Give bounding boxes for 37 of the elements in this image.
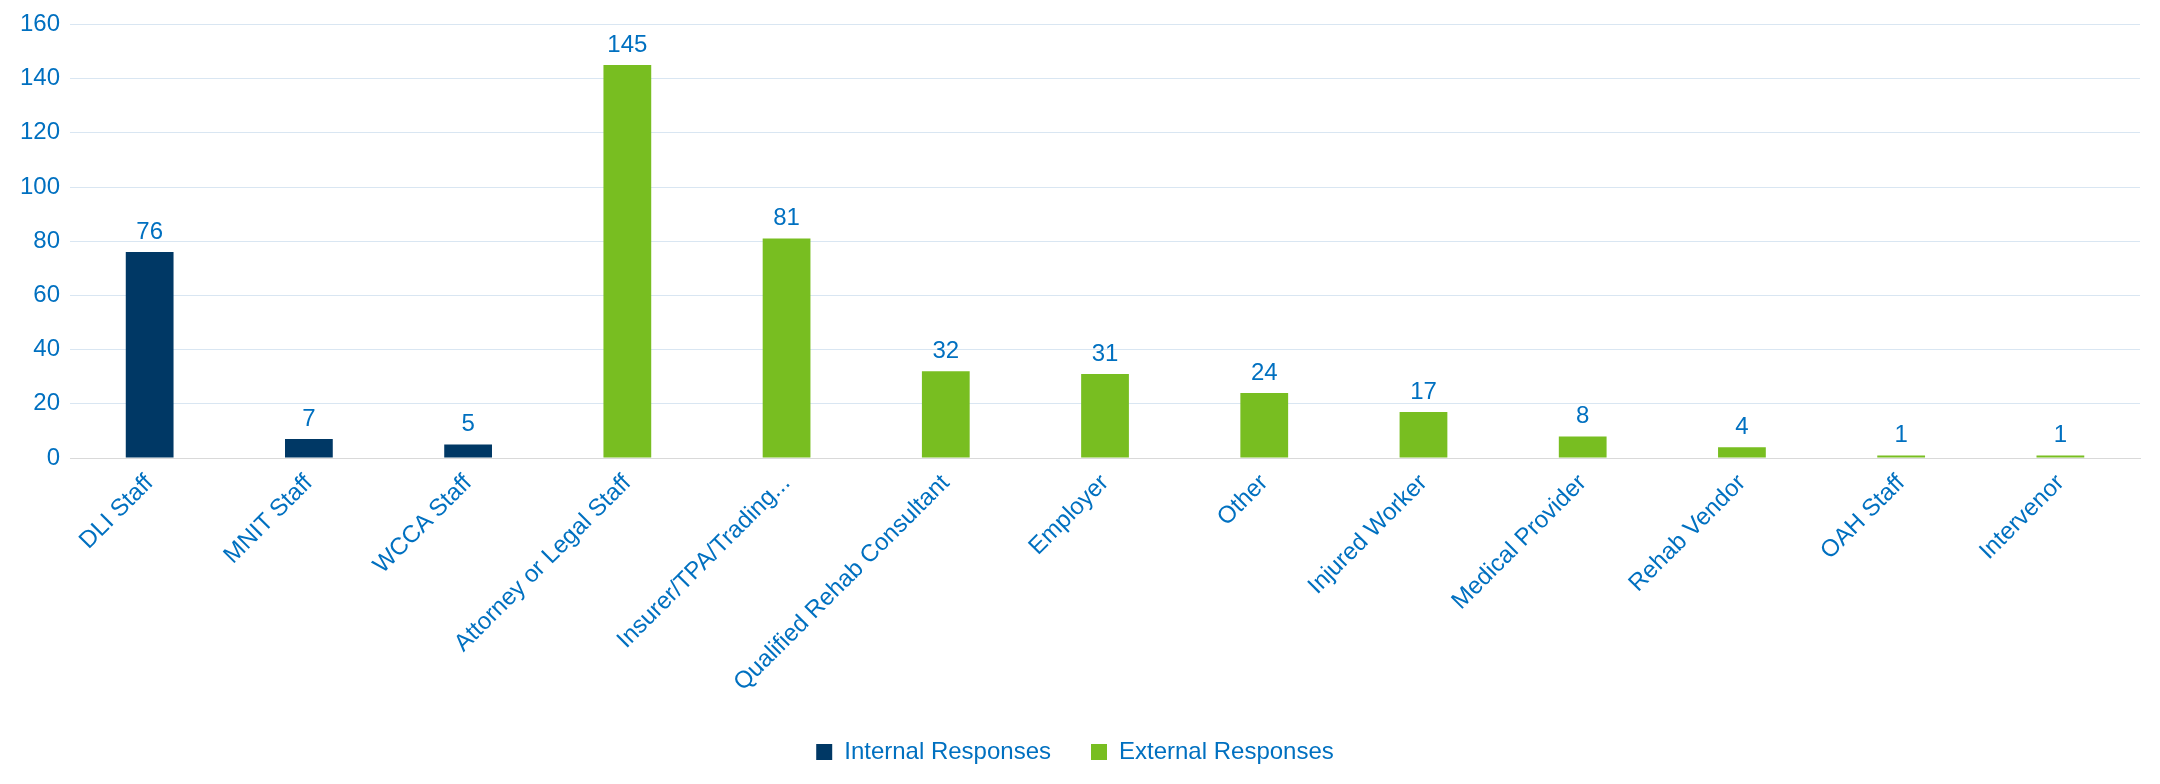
bar: [921, 371, 970, 458]
bar: [1877, 455, 1926, 458]
bar: [444, 444, 492, 458]
bar: [285, 439, 333, 458]
bar: [1558, 436, 1607, 458]
bar: [603, 65, 652, 458]
data-label: 17: [1410, 376, 1437, 404]
data-label: 31: [1091, 338, 1119, 366]
y-tick-label: 20: [33, 388, 61, 416]
data-label: 4: [1735, 411, 1749, 439]
data-label: 145: [607, 29, 648, 57]
y-tick-label: 120: [20, 117, 61, 145]
legend-label: Internal Responses: [844, 736, 1052, 764]
data-label: 1: [2053, 420, 2068, 447]
y-tick-label: 40: [33, 334, 61, 362]
y-tick-label: 100: [20, 171, 61, 199]
bar: [1718, 447, 1766, 458]
y-tick-label: 0: [46, 442, 61, 470]
data-label: 8: [1576, 401, 1590, 429]
data-label: 32: [932, 335, 960, 363]
bar: [762, 238, 811, 458]
data-label: 24: [1250, 357, 1278, 385]
y-tick-label: 160: [20, 9, 61, 37]
bar: [1240, 393, 1289, 458]
data-label: 81: [773, 203, 800, 231]
data-label: 1: [1894, 420, 1908, 447]
bar: [125, 252, 174, 458]
legend-label: External Responses: [1119, 736, 1334, 764]
y-tick-label: 60: [33, 280, 61, 308]
data-label: 7: [302, 403, 316, 431]
bar: [2036, 455, 2085, 458]
bar: [1081, 374, 1129, 458]
data-label: 76: [136, 216, 164, 244]
y-tick-label: 80: [33, 225, 61, 253]
data-label: 5: [461, 409, 475, 437]
bar: [1399, 412, 1448, 458]
y-tick-label: 140: [20, 63, 61, 91]
